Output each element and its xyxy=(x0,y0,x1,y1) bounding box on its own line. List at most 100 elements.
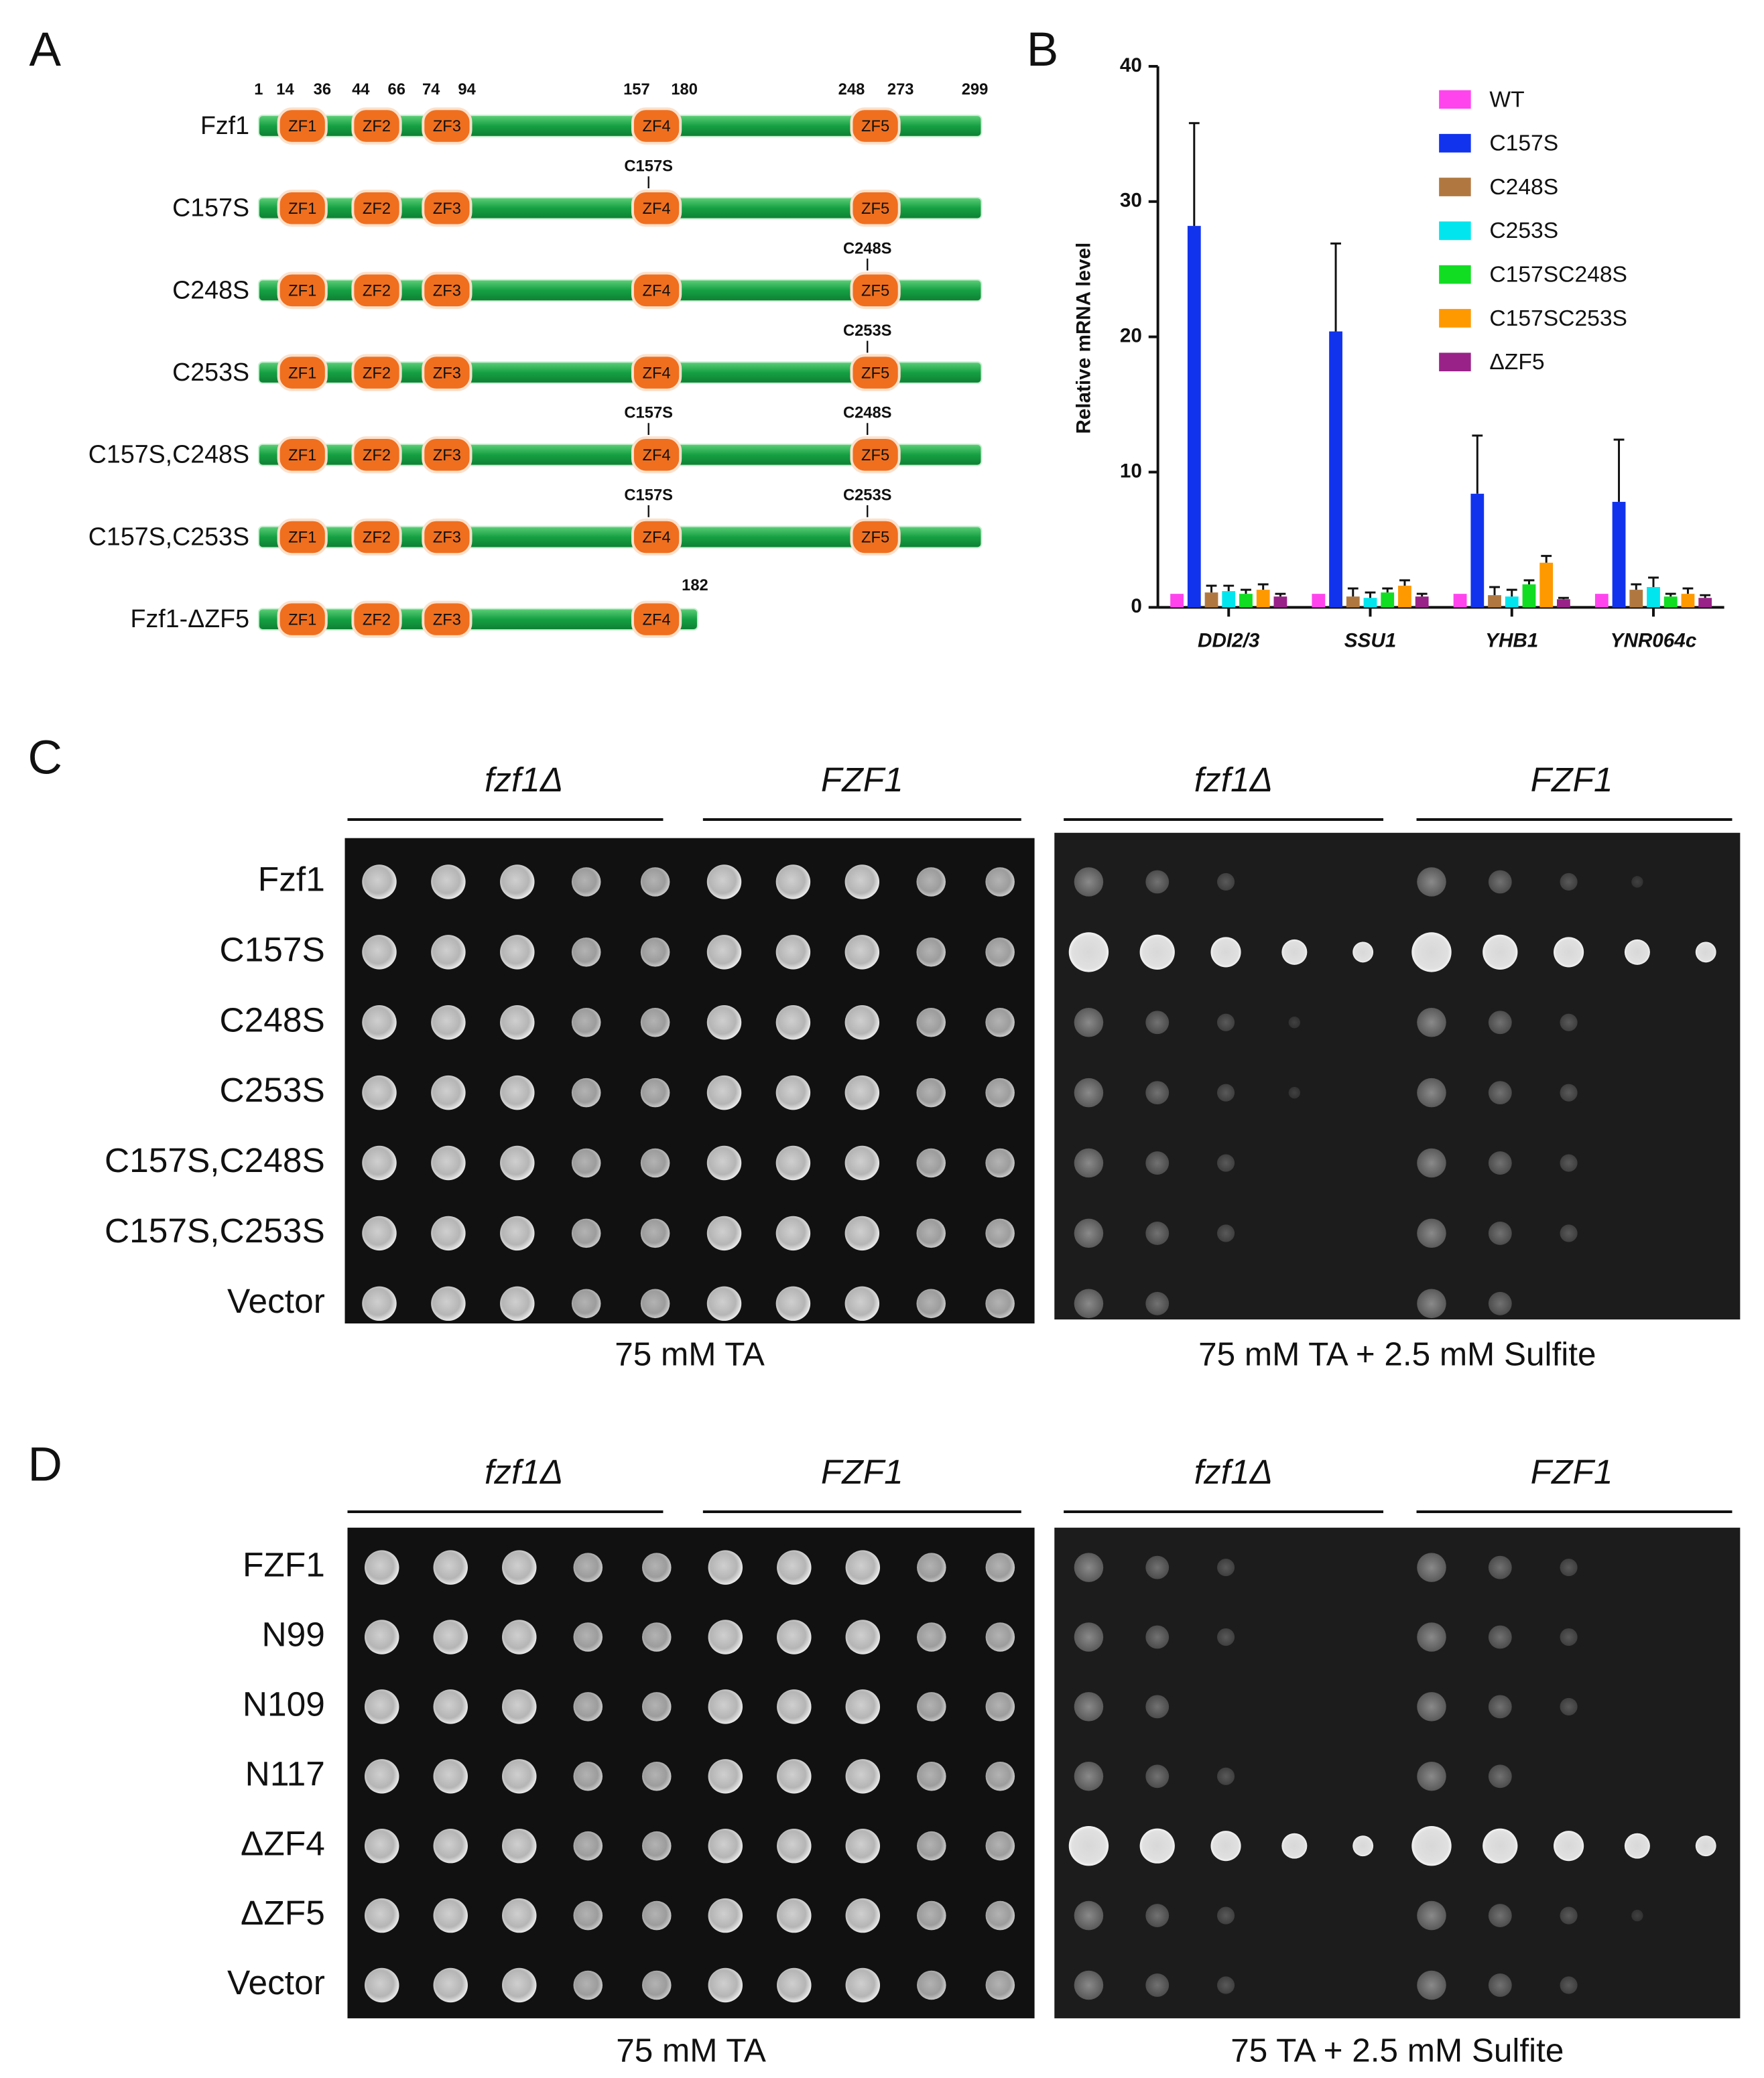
zinc-finger-label: ZF4 xyxy=(642,447,670,464)
yeast-spot xyxy=(1695,941,1716,963)
yeast-spot xyxy=(433,1967,468,2003)
yeast-spot xyxy=(1216,1559,1235,1577)
yeast-spot xyxy=(1631,1909,1643,1922)
yeast-spot xyxy=(844,1286,880,1321)
construct-name: C157S,C253S xyxy=(88,522,249,550)
yeast-spot xyxy=(985,1007,1015,1037)
zinc-finger xyxy=(351,600,402,638)
bar xyxy=(1398,586,1411,608)
zinc-finger-label: ZF5 xyxy=(861,200,889,218)
yeast-spot xyxy=(844,1145,880,1181)
yeast-spot xyxy=(571,937,601,967)
yeast-spot xyxy=(1074,1762,1104,1791)
legend-swatch xyxy=(1439,352,1471,372)
y-tick-label: 20 xyxy=(1120,324,1142,346)
panel-label: C xyxy=(28,732,62,785)
construct-name: Fzf1-ΔZF5 xyxy=(131,604,250,633)
zinc-finger-label: ZF3 xyxy=(433,611,461,629)
yeast-spot xyxy=(365,1828,399,1864)
zinc-finger-label: ZF2 xyxy=(363,447,391,464)
yeast-spot xyxy=(1216,1154,1235,1172)
yeast-spot xyxy=(1554,1831,1584,1862)
yeast-spot xyxy=(1216,1224,1235,1242)
bar xyxy=(1381,592,1395,608)
strain-label: C248S xyxy=(220,1000,325,1039)
yeast-spot xyxy=(775,864,811,899)
bar xyxy=(1222,591,1236,608)
zinc-finger xyxy=(277,354,328,391)
zinc-finger-label: ZF2 xyxy=(363,200,391,218)
residue-position: 94 xyxy=(458,81,476,99)
yeast-spot xyxy=(985,1078,1015,1108)
zinc-finger-label: ZF3 xyxy=(433,365,461,382)
strain-label: C157S,C248S xyxy=(105,1141,325,1179)
legend-swatch xyxy=(1439,265,1471,284)
yeast-spot xyxy=(845,1898,881,1933)
zinc-finger xyxy=(631,354,682,391)
condition-caption: 75 mM TA xyxy=(615,1336,765,1373)
yeast-spot xyxy=(1068,1826,1109,1866)
yeast-spot xyxy=(1145,870,1170,894)
zinc-finger-label: ZF1 xyxy=(288,200,316,218)
yeast-spot xyxy=(1488,1973,1512,1997)
strain-label: N109 xyxy=(243,1684,325,1723)
yeast-spot xyxy=(573,1831,603,1861)
yeast-spot xyxy=(917,1762,946,1791)
genotype-header: FZF1 xyxy=(1531,760,1613,799)
yeast-spot xyxy=(1145,1291,1170,1315)
yeast-spot xyxy=(365,1759,399,1794)
zinc-finger-label: ZF1 xyxy=(288,118,316,135)
yeast-spot xyxy=(362,1075,397,1110)
yeast-spot xyxy=(1488,1764,1512,1789)
yeast-spot xyxy=(1139,1828,1175,1864)
yeast-spot xyxy=(1216,872,1235,891)
construct-name: C157S,C248S xyxy=(88,440,249,468)
yeast-spot xyxy=(775,935,811,970)
yeast-spot xyxy=(1145,1011,1170,1035)
legend-swatch xyxy=(1439,178,1471,196)
yeast-spot xyxy=(642,1900,672,1931)
yeast-spot xyxy=(1216,1976,1235,1994)
residue-position: 44 xyxy=(352,81,370,99)
yeast-spot xyxy=(1281,1833,1308,1859)
genotype-header: fzf1Δ xyxy=(1194,760,1273,799)
yeast-spot xyxy=(775,1286,811,1321)
yeast-spot xyxy=(1483,1828,1518,1864)
zinc-finger-label: ZF1 xyxy=(288,365,316,382)
yeast-spot xyxy=(365,1620,399,1654)
zinc-finger xyxy=(351,518,402,556)
legend-label: ΔZF5 xyxy=(1489,350,1544,375)
bar xyxy=(1698,598,1712,608)
yeast-spot xyxy=(708,1967,743,2003)
genotype-header: fzf1Δ xyxy=(485,1452,563,1491)
yeast-spot xyxy=(985,1831,1015,1861)
zinc-finger xyxy=(631,436,682,474)
yeast-spot xyxy=(985,1900,1015,1931)
bar xyxy=(1681,594,1695,608)
yeast-spot xyxy=(1216,1906,1235,1925)
yeast-spot xyxy=(1560,1697,1578,1715)
yeast-spot xyxy=(502,1689,537,1724)
yeast-spot xyxy=(985,1553,1015,1582)
strain-label: ΔZF4 xyxy=(241,1823,325,1862)
yeast-spot xyxy=(1560,1224,1578,1242)
yeast-spot xyxy=(573,1900,603,1931)
yeast-spot xyxy=(502,1620,537,1654)
yeast-spot xyxy=(706,1005,742,1040)
yeast-spot xyxy=(1488,1151,1512,1175)
yeast-spot xyxy=(916,937,946,967)
zinc-finger-label: ZF2 xyxy=(363,118,391,135)
yeast-spot xyxy=(985,867,1015,897)
zinc-finger xyxy=(422,354,472,391)
zinc-finger-label: ZF5 xyxy=(861,529,889,547)
yeast-spot xyxy=(916,1007,946,1037)
bar xyxy=(1312,594,1326,608)
bar xyxy=(1453,594,1467,608)
yeast-spot xyxy=(708,1550,743,1585)
yeast-spot xyxy=(777,1759,812,1794)
yeast-spot xyxy=(1417,1762,1446,1791)
yeast-spot xyxy=(1145,1081,1170,1105)
yeast-spot xyxy=(985,1622,1015,1652)
yeast-spot xyxy=(573,1762,603,1791)
residue-position: 36 xyxy=(314,81,331,99)
